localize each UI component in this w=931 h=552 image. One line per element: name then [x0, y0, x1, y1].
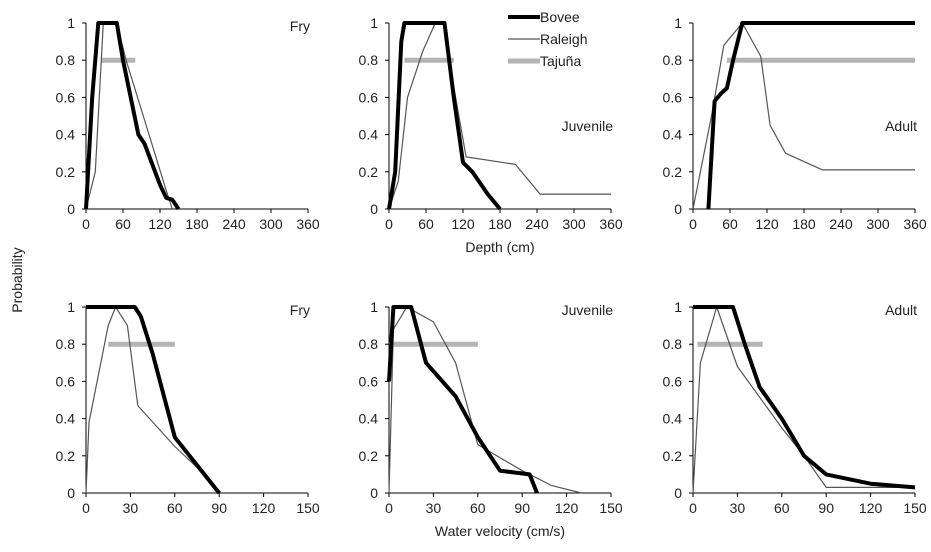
x-tick-label-row2-juvenile: 90	[514, 500, 530, 516]
x-tick-label-row2-juvenile: 0	[385, 500, 393, 516]
panel-label-row2-fry: Fry	[290, 302, 310, 318]
x-tick-label-row1-adult: 300	[866, 216, 890, 232]
y-tick-label-row1-fry: 0.2	[56, 164, 76, 180]
x-tick-label-row2-fry: 60	[167, 500, 183, 516]
y-tick-label-row2-juvenile: 0.8	[359, 336, 379, 352]
y-tick-label-row1-adult: 1	[674, 15, 682, 31]
y-tick-label-row2-adult: 0.2	[663, 448, 683, 464]
x-tick-label-row1-juvenile: 60	[418, 216, 434, 232]
y-tick-label-row2-juvenile: 1	[370, 299, 378, 315]
y-tick-label-row2-fry: 0	[67, 485, 75, 501]
x-tick-label-row1-adult: 240	[829, 216, 853, 232]
x-axis-title-row-2: Water velocity (cm/s)	[435, 523, 565, 539]
x-tick-label-row1-adult: 0	[689, 216, 697, 232]
x-tick-label-row2-adult: 60	[774, 500, 790, 516]
y-tick-label-row1-adult: 0.8	[663, 52, 683, 68]
panel-label-row1-adult: Adult	[885, 118, 917, 134]
legend-label-raleigh: Raleigh	[540, 31, 587, 47]
x-tick-label-row1-juvenile: 300	[562, 216, 586, 232]
x-tick-label-row2-adult: 0	[689, 500, 697, 516]
y-tick-label-row1-fry: 0.6	[56, 89, 76, 105]
y-tick-label-row2-fry: 1	[67, 299, 75, 315]
y-tick-label-row2-fry: 0.4	[56, 411, 76, 427]
legend-label-bovee: Bovee	[540, 9, 580, 25]
panel-label-row2-juvenile: Juvenile	[562, 302, 614, 318]
x-tick-label-row2-fry: 120	[252, 500, 276, 516]
y-tick-label-row1-juvenile: 0.4	[359, 127, 379, 143]
x-tick-label-row2-adult: 30	[730, 500, 746, 516]
x-tick-label-row1-fry: 360	[296, 216, 320, 232]
y-tick-label-row1-juvenile: 1	[370, 15, 378, 31]
y-tick-label-row1-juvenile: 0	[370, 201, 378, 217]
x-axis-title-row-1: Depth (cm)	[465, 239, 534, 255]
series-line-bovee-row1-juvenile	[387, 21, 502, 211]
series-line-raleigh-row2-adult	[692, 306, 915, 494]
x-tick-label-row2-fry: 90	[211, 500, 227, 516]
x-tick-label-row2-juvenile: 30	[426, 500, 442, 516]
y-tick-label-row1-fry: 0	[67, 201, 75, 217]
x-tick-label-row2-fry: 30	[123, 500, 139, 516]
y-tick-label-row2-adult: 1	[674, 299, 682, 315]
y-tick-label-row2-fry: 0.2	[56, 448, 76, 464]
x-tick-label-row1-fry: 180	[185, 216, 209, 232]
y-tick-label-row1-adult: 0.2	[663, 164, 683, 180]
panel-label-row1-fry: Fry	[290, 18, 310, 34]
panel-label-row1-juvenile: Juvenile	[562, 118, 614, 134]
x-tick-label-row1-fry: 60	[115, 216, 131, 232]
x-tick-label-row2-juvenile: 150	[599, 500, 623, 516]
x-tick-label-row2-adult: 90	[818, 500, 834, 516]
x-tick-label-row2-juvenile: 60	[470, 500, 486, 516]
x-tick-label-row1-fry: 0	[82, 216, 90, 232]
x-tick-label-row1-adult: 60	[722, 216, 738, 232]
x-tick-label-row1-adult: 180	[792, 216, 816, 232]
y-tick-label-row2-adult: 0.6	[663, 373, 683, 389]
legend-label-tajuna: Tajuña	[540, 53, 581, 69]
x-tick-label-row1-juvenile: 360	[599, 216, 623, 232]
x-tick-label-row2-adult: 120	[859, 500, 883, 516]
y-tick-label-row1-adult: 0.4	[663, 127, 683, 143]
y-tick-label-row2-juvenile: 0	[370, 485, 378, 501]
series-line-bovee-row2-fry	[86, 305, 221, 495]
y-tick-label-row2-adult: 0	[674, 485, 682, 501]
y-tick-label-row1-juvenile: 0.2	[359, 164, 379, 180]
x-tick-label-row1-adult: 360	[903, 216, 927, 232]
x-tick-label-row1-adult: 120	[755, 216, 779, 232]
y-axis-title: Probability	[9, 247, 25, 312]
x-tick-label-row1-juvenile: 240	[525, 216, 549, 232]
x-tick-label-row1-fry: 300	[259, 216, 283, 232]
x-tick-label-row2-juvenile: 120	[555, 500, 579, 516]
series-line-raleigh-row1-adult	[692, 22, 915, 210]
x-tick-label-row1-juvenile: 120	[451, 216, 475, 232]
y-tick-label-row1-fry: 0.4	[56, 127, 76, 143]
x-tick-label-row1-juvenile: 180	[488, 216, 512, 232]
y-tick-label-row1-adult: 0.6	[663, 89, 683, 105]
series-line-raleigh-row1-juvenile	[388, 22, 611, 210]
y-tick-label-row2-juvenile: 0.4	[359, 411, 379, 427]
series-line-bovee-row2-adult	[693, 305, 916, 490]
y-tick-label-row2-adult: 0.4	[663, 411, 683, 427]
panel-label-row2-adult: Adult	[885, 302, 917, 318]
x-tick-label-row1-juvenile: 0	[385, 216, 393, 232]
y-tick-label-row1-fry: 1	[67, 15, 75, 31]
x-tick-label-row2-adult: 150	[903, 500, 927, 516]
x-tick-label-row2-fry: 0	[82, 500, 90, 516]
x-tick-label-row1-fry: 240	[222, 216, 246, 232]
series-line-bovee-row2-juvenile	[387, 305, 539, 494]
series-line-raleigh-row2-juvenile	[388, 306, 582, 494]
y-tick-label-row1-adult: 0	[674, 201, 682, 217]
y-tick-label-row1-fry: 0.8	[56, 52, 76, 68]
x-tick-label-row2-fry: 150	[296, 500, 320, 516]
y-tick-label-row1-juvenile: 0.8	[359, 52, 379, 68]
y-tick-label-row1-juvenile: 0.6	[359, 89, 379, 105]
y-tick-label-row2-adult: 0.8	[663, 336, 683, 352]
y-tick-label-row2-juvenile: 0.6	[359, 373, 379, 389]
series-line-bovee-row1-fry	[84, 21, 181, 211]
y-tick-label-row2-fry: 0.8	[56, 336, 76, 352]
y-tick-label-row2-juvenile: 0.2	[359, 448, 379, 464]
series-line-bovee-row1-adult	[706, 21, 915, 210]
x-tick-label-row1-fry: 120	[148, 216, 172, 232]
y-tick-label-row2-fry: 0.6	[56, 373, 76, 389]
